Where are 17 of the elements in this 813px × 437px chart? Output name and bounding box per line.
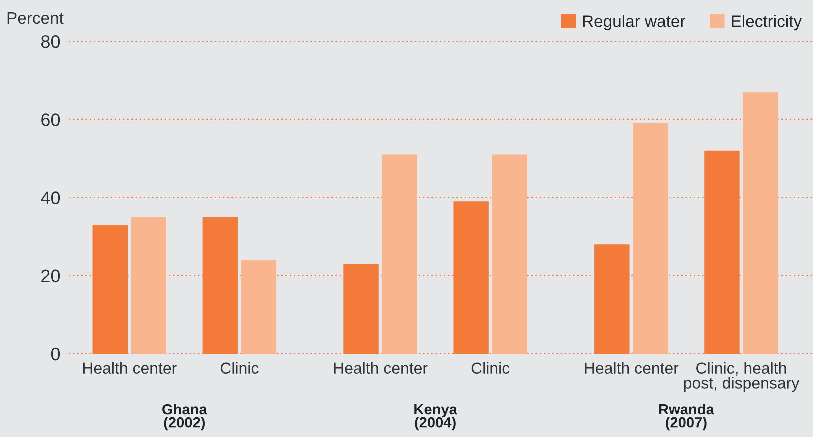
y-tick-label: 80 bbox=[41, 35, 60, 48]
y-axis-title: Percent bbox=[8, 12, 64, 24]
x-tick-label: Health center bbox=[585, 362, 679, 374]
x-tick-label: Health center bbox=[83, 362, 177, 374]
x-tick-label: Clinic, health post, dispensary bbox=[684, 362, 800, 392]
legend-label: Regular water bbox=[583, 15, 686, 31]
y-tick-label: 0 bbox=[51, 348, 60, 361]
text: Rwanda (2007) bbox=[659, 404, 714, 431]
text: Ghana (2002) bbox=[162, 404, 208, 431]
y-tick-label: 40 bbox=[41, 192, 60, 204]
legend-label: Electricity bbox=[732, 15, 802, 31]
y-tick-label: 60 bbox=[42, 114, 60, 126]
y-tick-label: 20 bbox=[42, 270, 60, 283]
text: Kenya (2004) bbox=[414, 404, 458, 431]
x-tick-label: Clinic bbox=[220, 362, 259, 374]
x-tick-label: Health center bbox=[334, 362, 428, 374]
x-tick-label: Clinic bbox=[472, 362, 510, 374]
